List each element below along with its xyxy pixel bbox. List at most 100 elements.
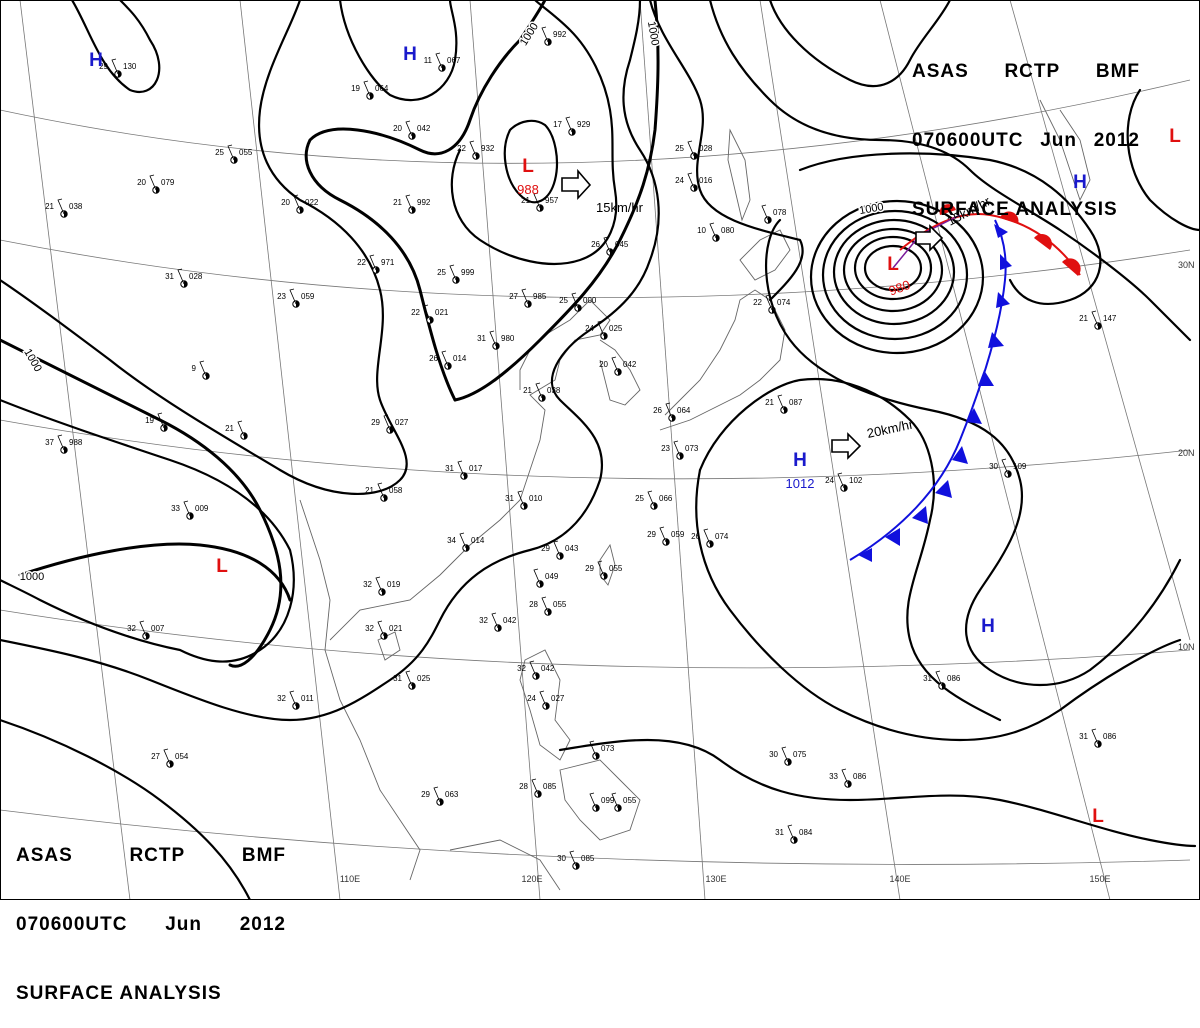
wind-barb xyxy=(383,414,391,431)
cloud-cover-fill xyxy=(384,494,388,502)
isobar xyxy=(798,152,1102,305)
station-temperature: 25 xyxy=(675,144,684,153)
station-plot: 32 011 xyxy=(277,690,314,710)
wind-barb xyxy=(441,350,449,367)
header-top-line2: 070600UTC Jun 2012 xyxy=(912,129,1140,152)
isobar xyxy=(695,468,1182,742)
wind-barb xyxy=(449,264,457,281)
cloud-cover-fill xyxy=(694,152,698,160)
station-pressure: 028 xyxy=(189,272,203,281)
cloud-cover-fill xyxy=(1098,740,1102,748)
latitude-label: 30N xyxy=(1178,260,1195,270)
station-plot: 29 063 xyxy=(421,786,459,806)
header-top-line1: ASAS RCTP BMF xyxy=(912,60,1140,83)
station-temperature: 20 xyxy=(137,178,146,187)
isobar-label: 1000 xyxy=(858,201,884,217)
wind-barb xyxy=(199,360,207,377)
station-plot: 21 058 xyxy=(365,482,403,502)
wind-barb xyxy=(369,254,377,271)
station-plot: 22 074 xyxy=(753,294,791,314)
cloud-cover-fill xyxy=(412,682,416,690)
motion-arrow-icon xyxy=(915,224,944,252)
station-temperature: 29 xyxy=(541,544,550,553)
longitude-label: 130E xyxy=(705,874,726,884)
station-plot: 21 038 xyxy=(45,198,83,218)
high-pressure-marker: H xyxy=(1073,172,1087,193)
isobar xyxy=(450,0,618,266)
station-temperature: 24 xyxy=(527,694,536,703)
cloud-cover-fill xyxy=(464,472,468,480)
wind-barb xyxy=(611,356,619,373)
cloud-cover-fill xyxy=(498,624,502,632)
cloud-cover-fill xyxy=(794,836,798,844)
wind-barb xyxy=(289,288,297,305)
station-temperature: 19 xyxy=(351,84,360,93)
cloud-cover-fill xyxy=(300,206,304,214)
station-pressure: 021 xyxy=(435,308,449,317)
station-plot: 32 042 xyxy=(479,612,517,632)
station-pressure: 042 xyxy=(503,616,517,625)
wind-barb xyxy=(457,460,465,477)
station-plot: 20 042 xyxy=(599,356,637,376)
station-plot: 25 028 xyxy=(675,140,713,160)
cold-front-triangle xyxy=(885,528,900,546)
station-temperature: 17 xyxy=(553,120,562,129)
station-pressure: 985 xyxy=(533,292,547,301)
station-pressure: 055 xyxy=(609,564,623,573)
high-pressure-marker: H xyxy=(981,616,995,637)
wind-barb xyxy=(1091,310,1099,327)
cold-front-triangle xyxy=(1000,254,1012,270)
wind-barb xyxy=(1091,728,1099,745)
warm-front xyxy=(899,213,1081,276)
header-station-code: RCTP xyxy=(1004,61,1061,82)
wind-barb xyxy=(139,620,147,637)
station-plot: 055 xyxy=(611,792,637,812)
meridian-100e xyxy=(19,0,131,900)
cloud-cover-fill xyxy=(610,248,614,256)
station-pressure: 043 xyxy=(565,544,579,553)
meridian-160e xyxy=(1009,0,1191,641)
wind-barb xyxy=(659,526,667,543)
cold-front-triangle xyxy=(912,506,928,524)
station-plot: 27 054 xyxy=(151,748,189,768)
station-pressure: 007 xyxy=(151,624,165,633)
cold-front-triangle xyxy=(952,446,968,464)
cyclone-isobar xyxy=(821,209,969,341)
station-plot: 25 066 xyxy=(635,490,673,510)
wind-barb xyxy=(687,140,695,157)
station-temperature: 32 xyxy=(363,580,372,589)
cloud-cover-fill xyxy=(382,588,386,596)
graticule xyxy=(0,0,1191,900)
wind-barb xyxy=(533,568,541,585)
station-plot: 20 022 xyxy=(281,194,319,214)
station-pressure: 074 xyxy=(777,298,791,307)
station-temperature: 24 xyxy=(585,324,594,333)
wind-barb xyxy=(841,768,849,785)
isobar xyxy=(338,0,458,102)
warm-front-semicircle xyxy=(939,204,956,215)
station-pressure: 073 xyxy=(685,444,699,453)
cloud-cover-fill xyxy=(772,306,776,314)
station-pressure: 086 xyxy=(1103,732,1117,741)
wind-barb xyxy=(709,222,717,239)
wind-barb xyxy=(647,490,655,507)
station-plot: 29 130 xyxy=(99,58,137,78)
station-plot: 37 988 xyxy=(45,434,83,454)
station-temperature: 25 xyxy=(215,148,224,157)
station-temperature: 29 xyxy=(647,530,656,539)
wind-barb xyxy=(781,746,789,763)
station-pressure: 102 xyxy=(849,476,863,485)
cloud-cover-fill xyxy=(710,540,714,548)
cloud-cover-fill xyxy=(296,702,300,710)
station-pressure: 014 xyxy=(471,536,485,545)
warm-front-semicircle xyxy=(1034,234,1052,250)
low-pressure-marker: L xyxy=(1169,126,1181,147)
station-temperature: 37 xyxy=(45,438,54,447)
cloud-cover-fill xyxy=(184,280,188,288)
header-time: 070600UTC xyxy=(912,130,1024,151)
station-temperature: 19 xyxy=(145,416,154,425)
wind-barb xyxy=(491,612,499,629)
cloud-cover-fill xyxy=(680,452,684,460)
